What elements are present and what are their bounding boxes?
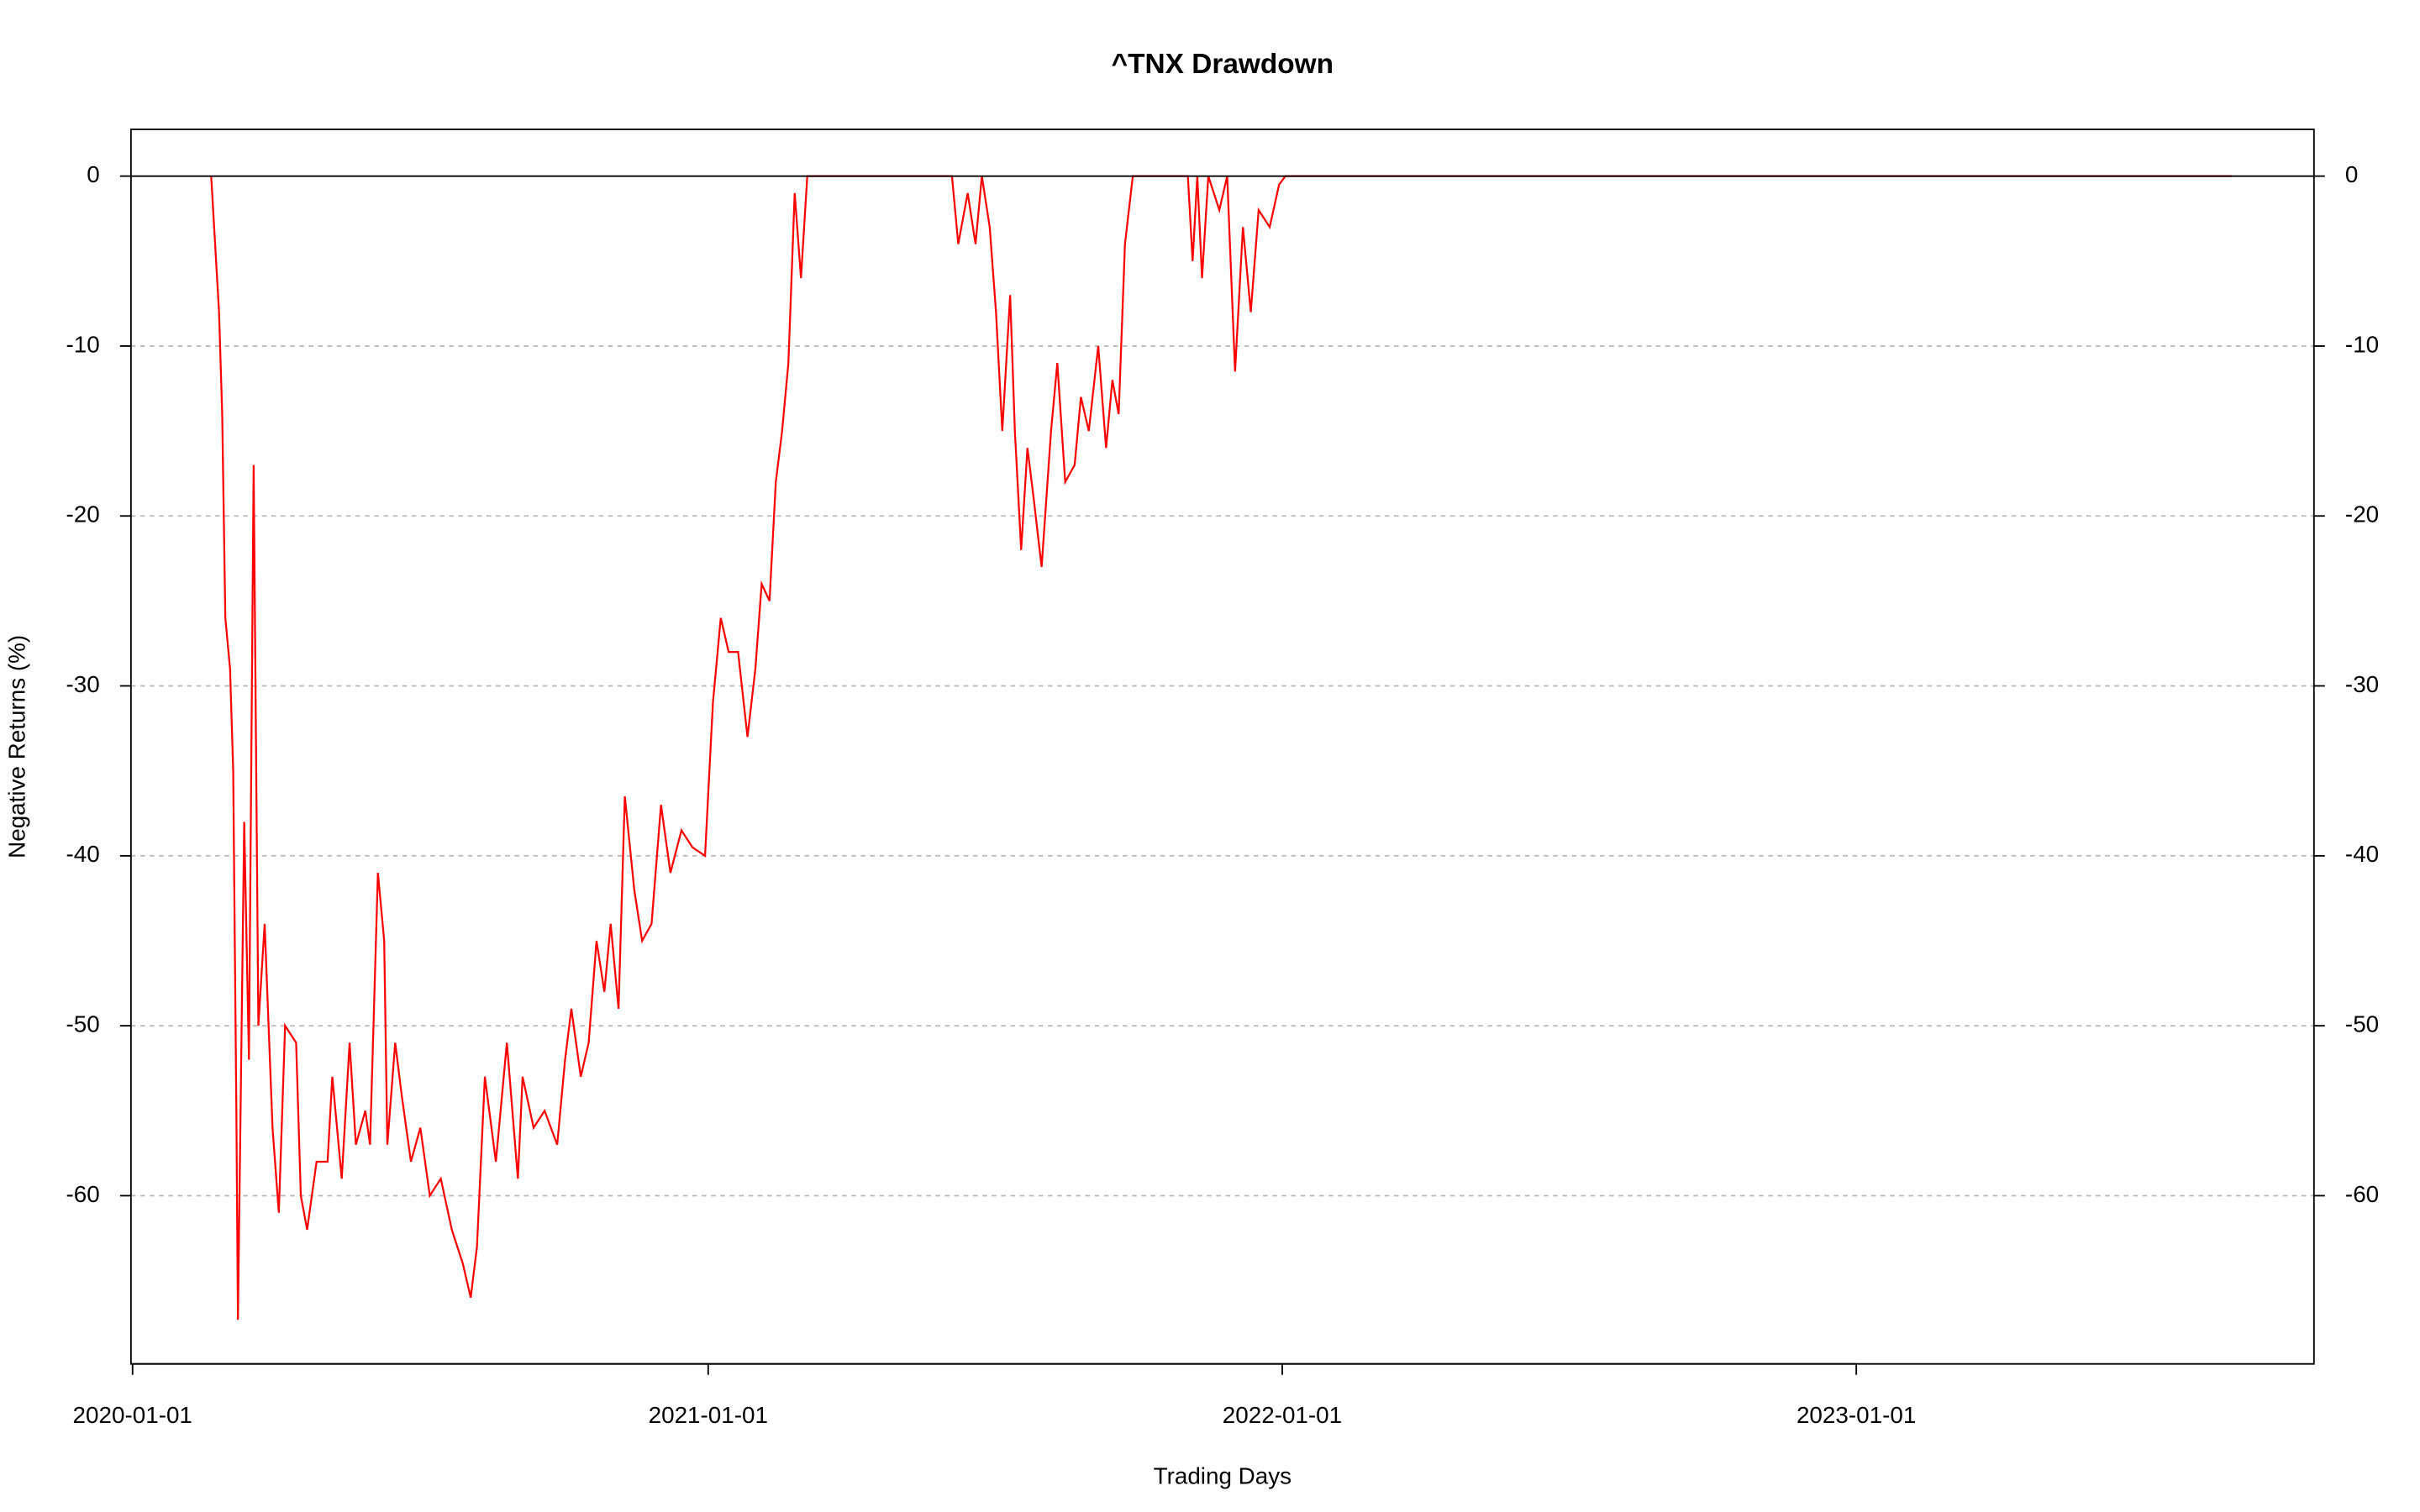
y2-tick-label: -20: [2345, 501, 2379, 528]
x-tick-label: 2021-01-01: [649, 1402, 768, 1428]
y-axis-title: Negative Returns (%): [4, 635, 30, 858]
y2-tick-label: 0: [2345, 161, 2358, 187]
y-tick-label: -50: [66, 1011, 100, 1037]
y-tick-label: -20: [66, 501, 100, 528]
y2-tick-label: -60: [2345, 1181, 2379, 1207]
y-tick-label: -60: [66, 1181, 100, 1207]
y2-tick-label: -30: [2345, 671, 2379, 697]
x-tick-label: 2022-01-01: [1223, 1402, 1342, 1428]
x-tick-label: 2020-01-01: [73, 1402, 192, 1428]
y-tick-label: -40: [66, 841, 100, 867]
y2-tick-label: -50: [2345, 1011, 2379, 1037]
y2-tick-label: -10: [2345, 331, 2379, 357]
y-tick-label: 0: [87, 161, 99, 187]
y-tick-label: -10: [66, 331, 100, 357]
drawdown-line: [210, 175, 2233, 1320]
x-tick-label: 2023-01-01: [1797, 1402, 1916, 1428]
x-axis-title: Trading Days: [1154, 1463, 1292, 1489]
y-tick-label: -30: [66, 671, 100, 697]
y2-tick-label: -40: [2345, 841, 2379, 867]
chart-title: ^TNX Drawdown: [1112, 49, 1334, 80]
plot-frame: [129, 129, 2315, 1365]
